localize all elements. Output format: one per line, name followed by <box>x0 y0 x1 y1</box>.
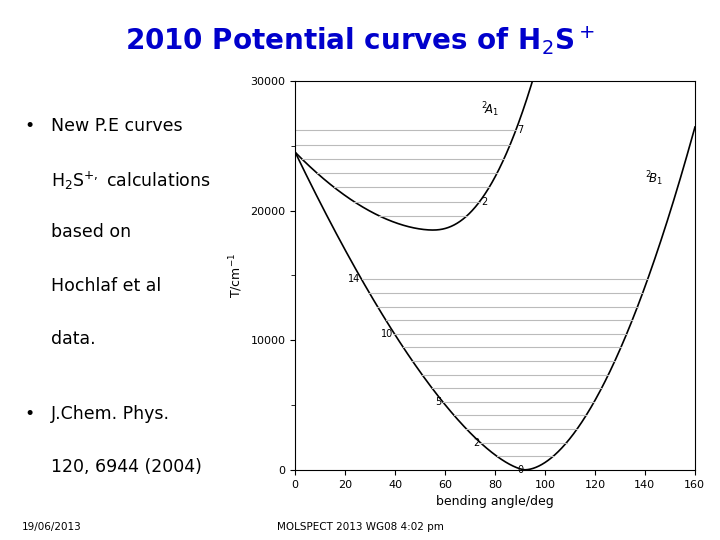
Text: 2: 2 <box>473 437 479 448</box>
X-axis label: bending angle/deg: bending angle/deg <box>436 495 554 508</box>
Text: $^2\!A_1$: $^2\!A_1$ <box>481 100 499 119</box>
Text: $^2\!B_1$: $^2\!B_1$ <box>645 169 663 187</box>
Text: J.Chem. Phys.: J.Chem. Phys. <box>50 405 170 423</box>
Y-axis label: T/cm$^{-1}$: T/cm$^{-1}$ <box>228 253 245 298</box>
Text: 0: 0 <box>518 465 523 475</box>
Text: 14: 14 <box>348 274 360 284</box>
Text: 7: 7 <box>517 125 523 135</box>
Text: 2: 2 <box>481 197 487 206</box>
Text: 19/06/2013: 19/06/2013 <box>22 522 81 532</box>
Text: H$_2$S$^{+,}$ calculations: H$_2$S$^{+,}$ calculations <box>50 170 210 192</box>
Text: Hochlaf et al: Hochlaf et al <box>50 276 161 295</box>
Text: 5: 5 <box>435 397 441 407</box>
Text: 120, 6944 (2004): 120, 6944 (2004) <box>50 458 202 476</box>
Text: based on: based on <box>50 224 131 241</box>
Text: New P.E curves: New P.E curves <box>50 117 182 134</box>
Text: •: • <box>24 405 35 423</box>
Text: 2010 Potential curves of H$_2$S$^+$: 2010 Potential curves of H$_2$S$^+$ <box>125 24 595 57</box>
Text: •: • <box>24 117 35 134</box>
Text: data.: data. <box>50 330 95 348</box>
Text: MOLSPECT 2013 WG08 4:02 pm: MOLSPECT 2013 WG08 4:02 pm <box>276 522 444 532</box>
Text: 10: 10 <box>381 329 393 339</box>
